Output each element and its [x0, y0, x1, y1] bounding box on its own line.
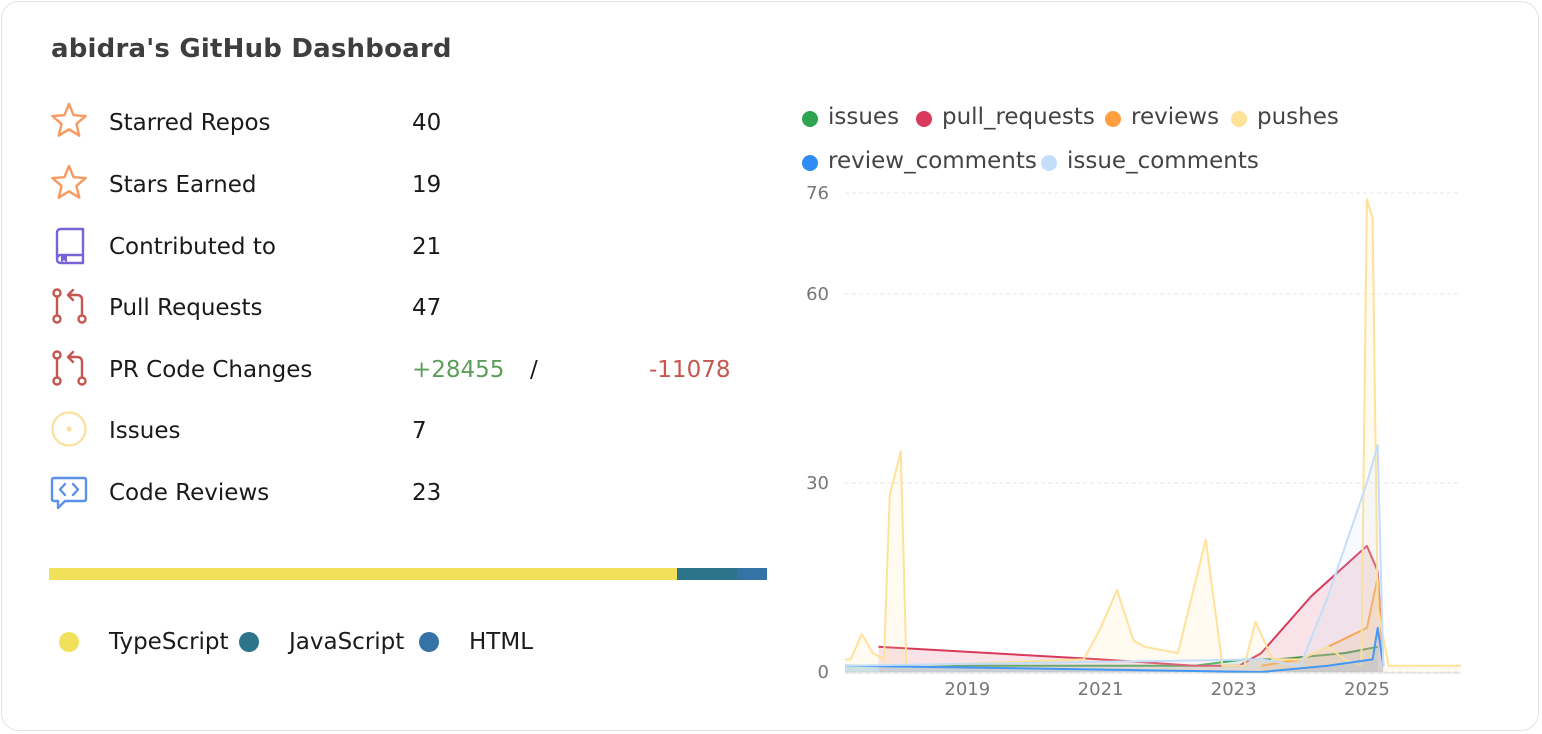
language-bar-segment: [49, 568, 677, 580]
stat-label: Stars Earned: [109, 172, 257, 198]
legend-label: reviews: [1131, 104, 1220, 130]
language-bar-segment: [676, 568, 737, 580]
issue-icon: [49, 409, 89, 449]
stat-row: Contributed to 21: [49, 225, 769, 265]
pull-request-icon: [49, 286, 89, 326]
legend-color-dot: [802, 155, 818, 171]
stat-label: Starred Repos: [109, 110, 271, 136]
stat-row: Issues 7: [49, 409, 769, 449]
stat-label: Pull Requests: [109, 295, 263, 321]
stat-label: PR Code Changes: [109, 357, 313, 383]
legend-label: issues: [828, 104, 900, 130]
language-color-dot: [59, 632, 79, 652]
stat-label: Contributed to: [109, 234, 276, 260]
star-icon: [49, 101, 89, 141]
stat-value: 19: [412, 172, 442, 198]
language-name: TypeScript: [109, 629, 229, 655]
legend-color-dot: [802, 111, 818, 127]
legend-color-dot: [916, 111, 932, 127]
pr-separator: /: [530, 357, 538, 383]
legend-label: pull_requests: [942, 104, 1095, 130]
page-title: abidra's GitHub Dashboard: [51, 34, 452, 64]
stat-label: Issues: [109, 418, 181, 444]
legend-label: pushes: [1257, 104, 1339, 130]
language-name: JavaScript: [289, 629, 405, 655]
code-review-icon: [49, 471, 89, 511]
legend-color-dot: [1041, 155, 1057, 171]
star-icon: [49, 163, 89, 203]
pull-request-icon: [49, 348, 89, 388]
stat-value: 7: [412, 418, 427, 444]
stat-label: Code Reviews: [109, 480, 270, 506]
pr-additions: +28455: [412, 357, 505, 383]
language-color-dot: [419, 632, 439, 652]
language-bar-segment: [736, 568, 767, 580]
legend-label: review_comments: [828, 148, 1037, 174]
language-name: HTML: [469, 629, 534, 655]
repo-icon: [49, 225, 89, 265]
stat-row: Code Reviews 23: [49, 471, 769, 511]
stat-row: Pull Requests 47: [49, 286, 769, 326]
legend-label: issue_comments: [1067, 148, 1259, 174]
stat-value: 47: [412, 295, 442, 321]
stat-row: PR Code Changes +28455 / -11078: [49, 348, 769, 388]
pr-deletions: -11078: [649, 357, 731, 383]
stat-row: Stars Earned 19: [49, 163, 769, 203]
language-color-dot: [239, 632, 259, 652]
stat-value: 40: [412, 110, 442, 136]
language-bar: [49, 568, 767, 580]
stat-value: 21: [412, 234, 442, 260]
legend-color-dot: [1105, 111, 1121, 127]
stat-row: Starred Repos 40: [49, 101, 769, 141]
legend-color-dot: [1231, 111, 1247, 127]
stat-value: 23: [412, 480, 442, 506]
